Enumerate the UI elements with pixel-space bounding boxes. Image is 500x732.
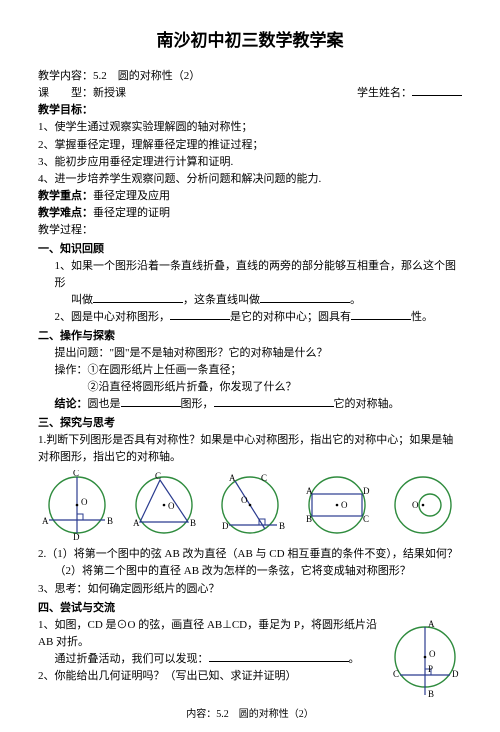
blank-2 — [260, 292, 350, 303]
svg-text:B: B — [107, 516, 113, 526]
figure-2: O A B C — [125, 470, 203, 540]
svg-text:O: O — [429, 649, 436, 659]
blank-1 — [93, 292, 183, 303]
svg-text:O: O — [168, 501, 175, 511]
goal-2: 2、掌握垂径定理，理解垂径定理的推证过程； — [38, 137, 462, 154]
sec3-p2b: （2）将第二个图中的直径 AB 改为怎样的一条弦，它将变成轴对称图形？ — [38, 563, 462, 580]
svg-text:B: B — [306, 514, 312, 524]
difficulty-label: 教学难点： — [38, 207, 93, 219]
svg-text:B: B — [279, 521, 285, 531]
svg-text:C: C — [363, 514, 369, 524]
figure-5: O — [384, 470, 462, 540]
sec1-p2a: 2、圆是中心对称图形， — [55, 311, 171, 323]
svg-text:C: C — [155, 471, 161, 481]
sec1-p2b: 是它的对称中心；圆具有 — [230, 311, 351, 323]
type-value: 新授课 — [93, 87, 126, 99]
svg-text:A: A — [42, 516, 49, 526]
svg-text:C: C — [73, 470, 79, 478]
focus-line: 教学重点：垂径定理及应用 — [38, 188, 462, 205]
figure-side: O A B C D P — [388, 617, 462, 699]
svg-text:A: A — [428, 619, 435, 629]
sec1-p1b: 叫做 — [71, 294, 93, 306]
figure-3: O A B C D — [211, 470, 289, 540]
student-blank — [412, 86, 462, 97]
svg-text:P: P — [428, 664, 433, 674]
svg-text:A: A — [133, 518, 140, 528]
svg-text:O: O — [241, 495, 248, 505]
focus-value: 垂径定理及应用 — [93, 190, 170, 202]
sec2-head: 二、操作与探索 — [38, 328, 462, 345]
sec3-p2a: 2.（1）将第一个图中的弦 AB 改为直径（AB 与 CD 相互垂直的条件不变）… — [38, 546, 462, 563]
goals-label: 教学目标： — [38, 102, 462, 119]
sec1-p1a: 1、如果一个图形沿着一条直线折叠，直线的两旁的部分能够互相重合，那么这个图形 — [38, 258, 462, 292]
svg-text:C: C — [393, 669, 399, 679]
blank-6 — [214, 396, 334, 407]
goal-1: 1、使学生通过观察实验理解圆的轴对称性； — [38, 119, 462, 136]
sec1-p2c: 性。 — [411, 311, 433, 323]
page-title: 南沙初中初三数学教学案 — [38, 28, 462, 54]
sec4-p1b: 通过折叠活动，我们可以发现： — [55, 653, 209, 665]
sec2-conc-a: 结论： — [55, 398, 88, 410]
sec2-op2: ②沿直径将圆形纸片折叠，你发现了什么？ — [38, 379, 462, 396]
sec3-p3: 3、思考：如何确定圆形纸片的圆心？ — [38, 581, 462, 598]
figure-1: O A B C D — [38, 470, 116, 540]
goal-4: 4、进一步培养学生观察问题、分析问题和解决问题的能力. — [38, 171, 462, 188]
content-label: 教学内容： — [38, 70, 93, 82]
figure-4: O A D B C — [298, 470, 376, 540]
process-label: 教学过程： — [38, 222, 462, 239]
sec3-p1: 1.判断下列图形是否具有对称性？如果是中心对称图形，指出它的对称中心；如果是轴对… — [38, 432, 462, 466]
type-line: 课 型：新授课 学生姓名： — [38, 85, 462, 102]
sec1-p1d: 。 — [350, 294, 361, 306]
sec1-p1-cont: 叫做 ，这条直线叫做 。 — [38, 292, 462, 309]
svg-text:D: D — [73, 532, 80, 540]
sec2-op: 操作：①在圆形纸片上任画一条直径； — [38, 362, 462, 379]
content-value: 5.2 圆的对称性（2） — [93, 70, 200, 82]
sec2-q: 提出问题："圆"是不是轴对称图形？它的对称轴是什么？ — [38, 345, 462, 362]
svg-text:D: D — [222, 521, 229, 531]
svg-text:O: O — [341, 500, 348, 510]
svg-text:O: O — [412, 500, 419, 510]
sec2-conc-d: 它的对称轴。 — [334, 398, 400, 410]
student-label: 学生姓名： — [357, 87, 412, 99]
content-line: 教学内容：5.2 圆的对称性（2） — [38, 68, 462, 85]
sec2-conc: 结论：圆也是 图形， 它的对称轴。 — [38, 396, 462, 413]
figure-row: O A B C D O A B C O A B C D — [38, 470, 462, 540]
svg-text:B: B — [428, 689, 434, 699]
difficulty-value: 垂径定理的证明 — [93, 207, 170, 219]
blank-5 — [121, 396, 181, 407]
blank-3 — [170, 309, 230, 320]
type-label: 课 型： — [38, 87, 93, 99]
blank-7 — [209, 651, 349, 662]
svg-text:C: C — [261, 473, 267, 483]
sec1-head: 一、知识回顾 — [38, 241, 462, 258]
sec3-head: 三、探究与思考 — [38, 415, 462, 432]
blank-4 — [351, 309, 411, 320]
svg-text:B: B — [190, 518, 196, 528]
sec4-p1c: 。 — [349, 653, 360, 665]
page-footer: 内容：5.2 圆的对称性（2） — [38, 707, 462, 723]
sec1-p2: 2、圆是中心对称图形， 是它的对称中心；圆具有 性。 — [38, 309, 462, 326]
sec1-p1c: ，这条直线叫做 — [183, 294, 260, 306]
sec2-conc-b: 圆也是 — [88, 398, 121, 410]
focus-label: 教学重点： — [38, 190, 93, 202]
svg-text:D: D — [363, 486, 370, 496]
svg-text:O: O — [81, 497, 88, 507]
svg-text:A: A — [229, 473, 236, 483]
svg-text:D: D — [452, 669, 459, 679]
sec4-head: 四、尝试与交流 — [38, 600, 462, 617]
svg-text:A: A — [306, 486, 313, 496]
sec2-conc-c: 图形， — [181, 398, 214, 410]
goal-3: 3、能初步应用垂径定理进行计算和证明. — [38, 154, 462, 171]
difficulty-line: 教学难点：垂径定理的证明 — [38, 205, 462, 222]
